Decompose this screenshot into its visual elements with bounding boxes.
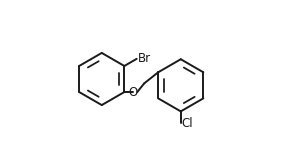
Text: Cl: Cl	[182, 117, 193, 130]
Text: O: O	[128, 85, 138, 99]
Text: Br: Br	[138, 52, 151, 65]
